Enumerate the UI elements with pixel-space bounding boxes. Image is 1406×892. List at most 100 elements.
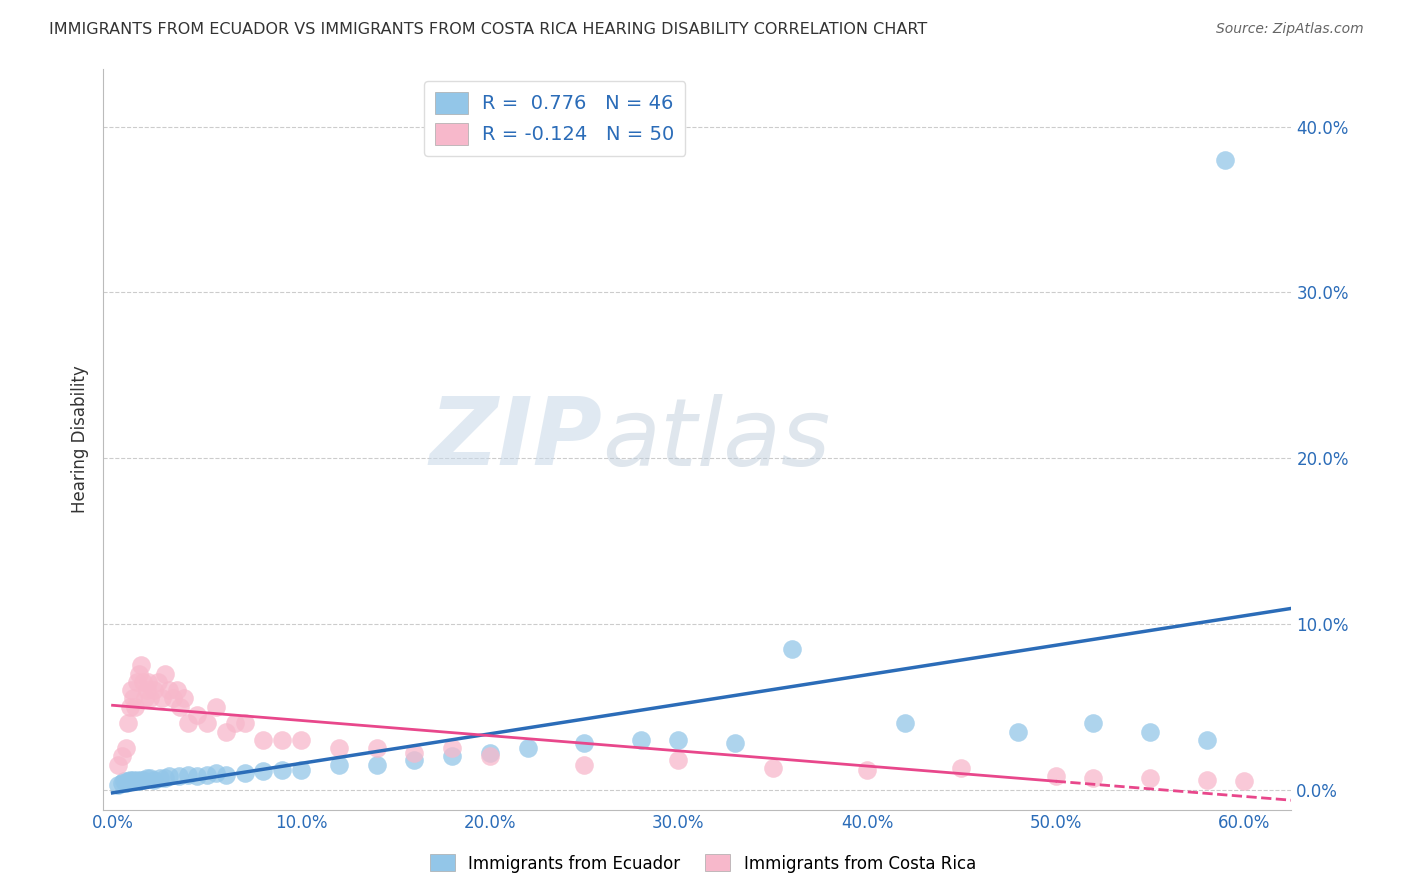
Point bbox=[404, 746, 426, 760]
Point bbox=[195, 768, 218, 782]
Point bbox=[856, 763, 879, 777]
Point bbox=[630, 732, 652, 747]
Point bbox=[134, 691, 156, 706]
Point bbox=[195, 716, 218, 731]
Point bbox=[215, 768, 238, 782]
Point bbox=[441, 741, 464, 756]
Point bbox=[117, 716, 139, 731]
Point bbox=[252, 764, 274, 779]
Point bbox=[1007, 724, 1029, 739]
Point bbox=[668, 753, 690, 767]
Point bbox=[1139, 771, 1161, 785]
Point bbox=[894, 716, 917, 731]
Point bbox=[135, 683, 157, 698]
Point bbox=[224, 716, 246, 731]
Point bbox=[146, 674, 169, 689]
Point bbox=[1083, 771, 1105, 785]
Text: ZIP: ZIP bbox=[429, 393, 602, 485]
Text: atlas: atlas bbox=[602, 393, 831, 484]
Legend: R =  0.776   N = 46, R = -0.124   N = 50: R = 0.776 N = 46, R = -0.124 N = 50 bbox=[425, 81, 685, 156]
Point bbox=[186, 708, 208, 723]
Point bbox=[271, 763, 294, 777]
Point bbox=[1083, 716, 1105, 731]
Point bbox=[169, 699, 191, 714]
Point bbox=[118, 699, 141, 714]
Text: Source: ZipAtlas.com: Source: ZipAtlas.com bbox=[1216, 22, 1364, 37]
Point bbox=[1195, 732, 1218, 747]
Point bbox=[114, 776, 136, 790]
Point bbox=[166, 683, 188, 698]
Point bbox=[124, 774, 146, 789]
Point bbox=[117, 774, 139, 789]
Point bbox=[205, 766, 228, 780]
Point bbox=[139, 771, 162, 785]
Point bbox=[290, 763, 312, 777]
Point bbox=[155, 771, 177, 785]
Point bbox=[138, 674, 160, 689]
Point bbox=[107, 757, 129, 772]
Point bbox=[572, 757, 595, 772]
Point bbox=[114, 741, 136, 756]
Point bbox=[478, 746, 501, 760]
Point bbox=[112, 774, 135, 789]
Point bbox=[177, 768, 200, 782]
Legend: Immigrants from Ecuador, Immigrants from Costa Rica: Immigrants from Ecuador, Immigrants from… bbox=[423, 847, 983, 880]
Point bbox=[132, 674, 155, 689]
Point bbox=[149, 771, 172, 785]
Point bbox=[290, 732, 312, 747]
Point bbox=[1233, 774, 1256, 789]
Point bbox=[441, 749, 464, 764]
Point bbox=[516, 741, 538, 756]
Point bbox=[404, 753, 426, 767]
Point bbox=[143, 772, 166, 787]
Point bbox=[128, 666, 150, 681]
Point bbox=[1195, 772, 1218, 787]
Point bbox=[177, 716, 200, 731]
Point bbox=[1139, 724, 1161, 739]
Point bbox=[478, 749, 501, 764]
Point bbox=[724, 736, 747, 750]
Point bbox=[157, 769, 180, 783]
Point bbox=[125, 772, 148, 787]
Point bbox=[157, 683, 180, 698]
Point bbox=[780, 641, 803, 656]
Point bbox=[1045, 769, 1067, 783]
Point bbox=[150, 691, 173, 706]
Point bbox=[107, 778, 129, 792]
Point bbox=[233, 716, 256, 731]
Point bbox=[762, 761, 785, 775]
Point bbox=[135, 771, 157, 785]
Point bbox=[155, 666, 177, 681]
Point bbox=[111, 749, 134, 764]
Point bbox=[122, 691, 145, 706]
Point bbox=[111, 776, 134, 790]
Point bbox=[366, 741, 388, 756]
Point bbox=[271, 732, 294, 747]
Point bbox=[125, 674, 148, 689]
Point bbox=[118, 772, 141, 787]
Y-axis label: Hearing Disability: Hearing Disability bbox=[72, 365, 89, 513]
Point bbox=[572, 736, 595, 750]
Point bbox=[128, 774, 150, 789]
Point bbox=[129, 658, 152, 673]
Point bbox=[167, 769, 190, 783]
Point bbox=[143, 683, 166, 698]
Point bbox=[120, 683, 142, 698]
Point bbox=[129, 772, 152, 787]
Point bbox=[328, 741, 350, 756]
Point bbox=[124, 699, 146, 714]
Point bbox=[366, 757, 388, 772]
Point bbox=[215, 724, 238, 739]
Point bbox=[122, 772, 145, 787]
Point bbox=[252, 732, 274, 747]
Point bbox=[233, 766, 256, 780]
Point bbox=[668, 732, 690, 747]
Point bbox=[205, 699, 228, 714]
Text: IMMIGRANTS FROM ECUADOR VS IMMIGRANTS FROM COSTA RICA HEARING DISABILITY CORRELA: IMMIGRANTS FROM ECUADOR VS IMMIGRANTS FR… bbox=[49, 22, 928, 37]
Point bbox=[139, 691, 162, 706]
Point bbox=[132, 772, 155, 787]
Point bbox=[186, 769, 208, 783]
Point bbox=[328, 757, 350, 772]
Point bbox=[162, 691, 184, 706]
Point bbox=[1215, 153, 1237, 167]
